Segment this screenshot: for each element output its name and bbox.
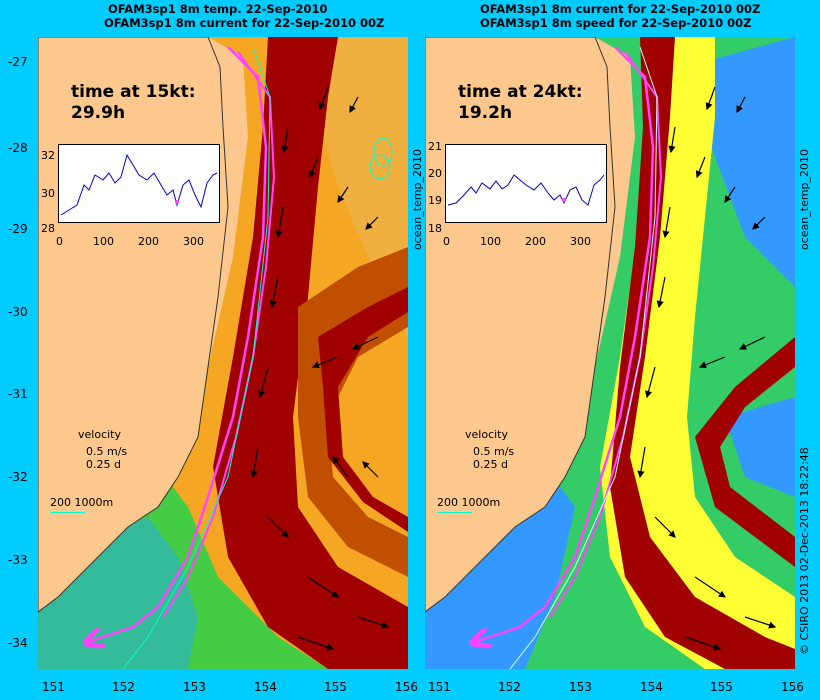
lat-tick: -30 [8, 305, 28, 319]
lon-tick: 154 [640, 680, 663, 694]
lon-tick: 152 [498, 680, 521, 694]
right-inset-xtick: 0 [443, 235, 450, 248]
left-time-value: 29.9h [71, 103, 126, 123]
left-inset-plot [58, 144, 220, 223]
left-side-label: ocean_temp_2010 [411, 148, 424, 250]
lat-tick: -31 [8, 387, 28, 401]
lat-tick: -33 [8, 553, 28, 567]
lon-tick: 153 [183, 680, 206, 694]
left-title-line1: OFAM3sp1 8m temp. 22-Sep-2010 [108, 2, 328, 16]
right-time-label: time at 24kt: [458, 82, 583, 102]
right-inset-xtick: 200 [525, 235, 546, 248]
left-inset-ytick: 30 [41, 187, 55, 200]
right-legend-speed: 0.5 m/s [473, 445, 515, 458]
left-inset-ytick: 28 [41, 222, 55, 235]
lon-tick: 156 [395, 680, 418, 694]
left-legend-velocity: velocity [78, 428, 121, 441]
right-inset-ytick: 21 [428, 140, 442, 153]
left-time-label: time at 15kt: [71, 82, 196, 102]
right-map-panel: time at 24kt: 19.2h 21 20 19 18 0 100 20… [425, 37, 795, 669]
lat-tick: -34 [8, 636, 28, 650]
right-depth-swatch [437, 512, 472, 513]
lat-tick: -28 [8, 141, 28, 155]
right-inset-xtick: 300 [570, 235, 591, 248]
right-legend-depth: 200 1000m [437, 496, 501, 509]
left-inset-xtick: 200 [138, 235, 159, 248]
right-side-label: ocean_temp_2010 [798, 148, 811, 250]
lon-tick: 151 [42, 680, 65, 694]
right-map-svg [425, 37, 795, 669]
left-legend-speed: 0.5 m/s [86, 445, 128, 458]
left-inset-ytick: 32 [41, 149, 55, 162]
lat-tick: -27 [8, 55, 28, 69]
lat-tick: -32 [8, 470, 28, 484]
right-inset-ytick: 19 [428, 194, 442, 207]
left-title-line2: OFAM3sp1 8m current for 22-Sep-2010 00Z [104, 16, 385, 30]
right-inset-ytick: 18 [428, 222, 442, 235]
lon-tick: 151 [428, 680, 451, 694]
right-inset-plot [445, 144, 607, 223]
left-inset-xtick: 0 [56, 235, 63, 248]
credit-text: © CSIRO 2013 02-Dec-2013 18:22:48 [798, 447, 811, 655]
left-depth-swatch [50, 512, 85, 513]
left-inset-xtick: 100 [93, 235, 114, 248]
left-inset-xtick: 300 [183, 235, 204, 248]
lat-tick: -29 [8, 222, 28, 236]
lon-tick: 155 [324, 680, 347, 694]
lon-tick: 155 [710, 680, 733, 694]
lon-tick: 156 [781, 680, 804, 694]
right-title-line1: OFAM3sp1 8m current for 22-Sep-2010 00Z [480, 2, 761, 16]
right-time-value: 19.2h [458, 103, 513, 123]
left-legend-duration: 0.25 d [86, 458, 121, 471]
right-legend-duration: 0.25 d [473, 458, 508, 471]
right-title-line2: OFAM3sp1 8m speed for 22-Sep-2010 00Z [480, 16, 752, 30]
right-inset-ytick: 20 [428, 167, 442, 180]
left-map-svg [38, 37, 408, 669]
lon-tick: 152 [112, 680, 135, 694]
right-velocity-arrows [637, 86, 777, 651]
right-legend-velocity: velocity [465, 428, 508, 441]
left-legend-depth: 200 1000m [50, 496, 114, 509]
left-map-panel: time at 15kt: 29.9h 32 30 28 0 100 200 3… [38, 37, 408, 669]
lon-tick: 154 [254, 680, 277, 694]
left-velocity-arrows [250, 86, 390, 651]
lon-tick: 153 [569, 680, 592, 694]
right-inset-xtick: 100 [480, 235, 501, 248]
